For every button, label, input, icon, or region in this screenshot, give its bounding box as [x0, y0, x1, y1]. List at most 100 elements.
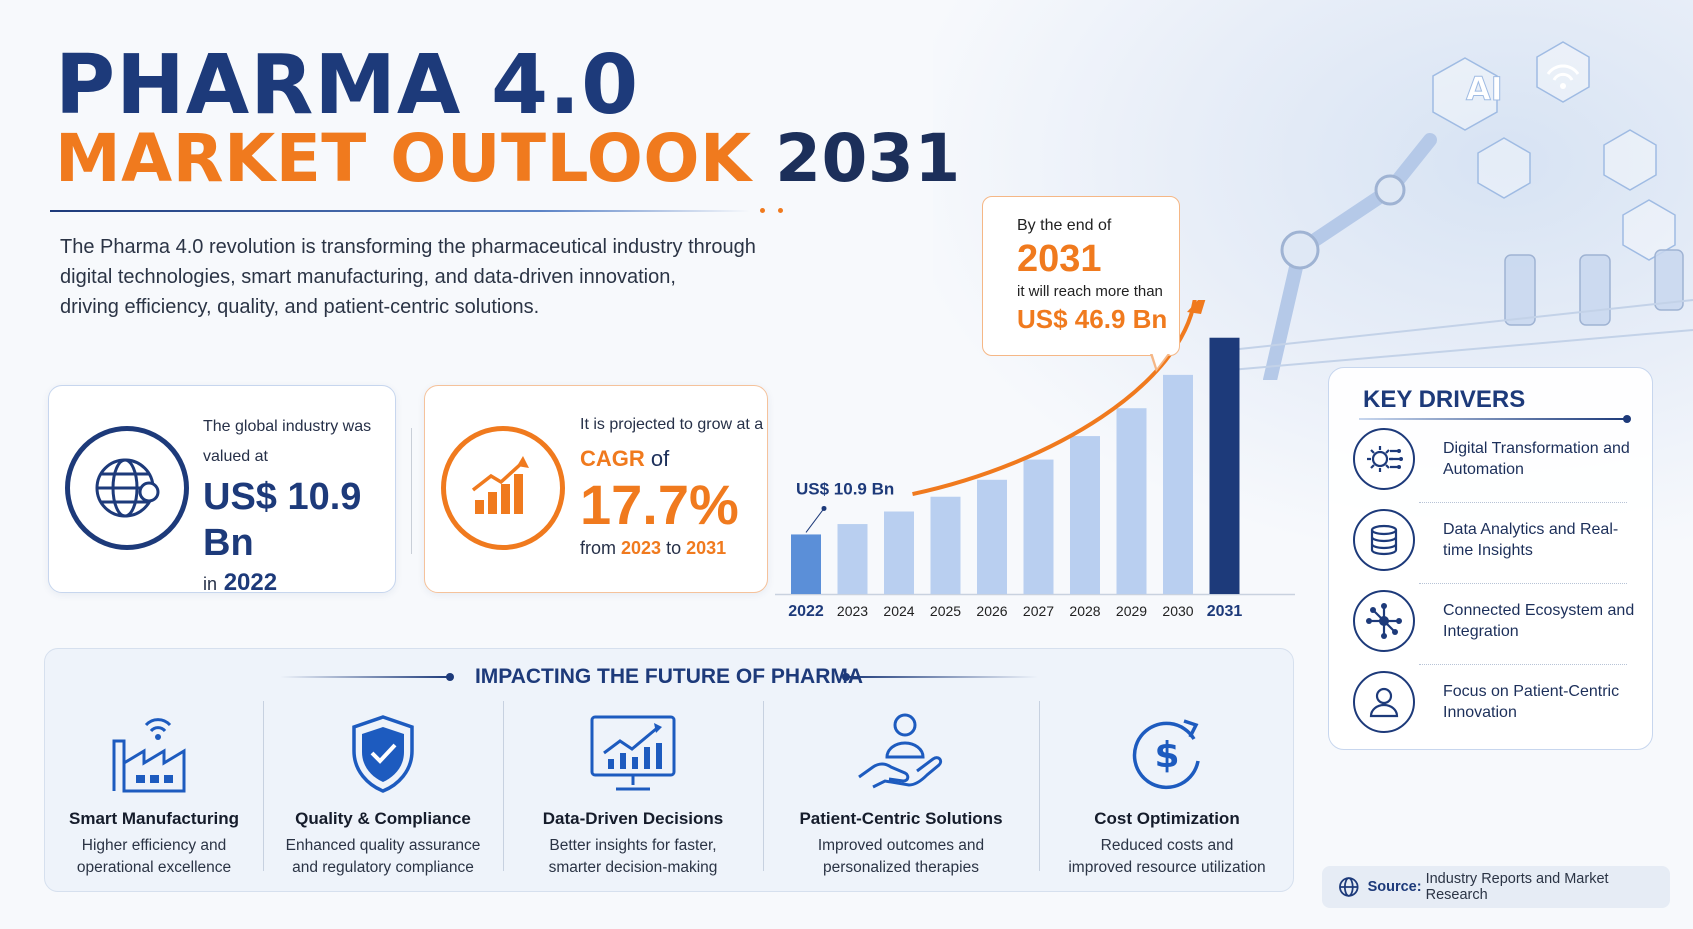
network-icon — [1353, 590, 1415, 652]
cagr-of: of — [650, 446, 670, 471]
cagr-to-year: 2031 — [686, 538, 727, 558]
impact-heading: Data-Driven Decisions — [542, 809, 724, 828]
impact-separator — [763, 701, 764, 871]
chart-tick-label: 2027 — [1023, 603, 1054, 619]
impact-desc-line: smarter decision-making — [548, 859, 718, 876]
ai-hex-icon: AI — [1466, 70, 1503, 108]
impact-desc-line: Better insights for faster, — [549, 837, 717, 854]
key-drivers-rule — [1359, 418, 1627, 420]
impact-item: Patient-Centric Solutions Improved outco… — [763, 711, 1039, 881]
forecast-callout: By the end of 2031 it will reach more th… — [982, 196, 1180, 356]
chart-tick-label: 2028 — [1069, 603, 1100, 619]
impact-description: Better insights for faster, smarter deci… — [503, 835, 763, 879]
impact-item: Data-Driven Decisions Better insights fo… — [503, 711, 763, 881]
cagr-label-line: CAGR of — [580, 446, 763, 472]
title-divider-dot — [778, 208, 783, 213]
tech-background-illustration: AI — [1229, 41, 1693, 380]
key-drivers-rule-dot — [1623, 415, 1631, 423]
impact-desc-line: improved resource utilization — [1068, 859, 1266, 876]
impact-separator — [263, 701, 264, 871]
cagr-line1: It is projected to grow at a — [580, 416, 764, 433]
callout-value: US$ 46.9 Bn — [1017, 304, 1168, 334]
chart-bar — [977, 479, 1007, 594]
cagr-to-word: to — [666, 538, 682, 558]
impact-desc-line: Enhanced quality assurance — [285, 837, 481, 854]
page-subtitle: MARKET OUTLOOK 2031 — [55, 120, 961, 197]
callout-line2: it will reach more than — [1017, 283, 1163, 300]
valuation-card: The global industry was valued at US$ 10… — [48, 385, 396, 596]
chart-tick-label: 2031 — [1207, 603, 1243, 620]
chart-tick-label: 2029 — [1116, 603, 1147, 619]
impact-rule-dot — [446, 673, 454, 681]
impact-separator — [1039, 701, 1040, 871]
valuation-year-value: 2022 — [223, 569, 278, 596]
impact-heading: Smart Manufacturing — [68, 809, 240, 828]
impact-desc-line: Improved outcomes and — [817, 837, 985, 854]
chart-bar — [1023, 459, 1054, 594]
key-driver-item: Data Analytics and Real-time Insights — [1353, 509, 1637, 583]
growth-arrow-head — [1187, 300, 1206, 314]
cagr-card: It is projected to grow at a CAGR of 17.… — [424, 385, 768, 593]
cagr-from-word: from — [580, 538, 616, 558]
subtitle-main: MARKET OUTLOOK — [55, 120, 752, 197]
callout-year: 2031 — [1017, 238, 1102, 280]
cagr-label: CAGR — [580, 446, 645, 471]
valuation-year: in 2022 — [203, 566, 395, 601]
monitor-chart-icon — [503, 711, 763, 797]
chart-bar — [930, 496, 961, 594]
shield-check-icon — [263, 711, 503, 797]
impact-desc-line: and regulatory compliance — [292, 859, 474, 876]
person-icon — [1353, 671, 1415, 733]
impact-title: IMPACTING THE FUTURE OF PHARMA — [474, 665, 864, 688]
data-label-leader — [805, 508, 825, 533]
growth-trend-arrow — [912, 300, 1197, 497]
chart-tick-label: 2023 — [837, 603, 868, 619]
key-driver-separator — [1419, 583, 1627, 584]
key-driver-label: Focus on Patient-Centric Innovation — [1443, 683, 1620, 721]
impact-section: IMPACTING THE FUTURE OF PHARMA Smart Man… — [44, 648, 1294, 892]
globe-icon — [1339, 877, 1359, 897]
intro-line: driving efficiency, quality, and patient… — [60, 296, 540, 318]
source-text: Industry Reports and Market Research — [1425, 871, 1609, 903]
chart-tick-label: 2025 — [930, 603, 961, 619]
key-driver-separator — [1419, 664, 1627, 665]
valuation-text: The global industry was valued at US$ 10… — [203, 412, 395, 601]
impact-desc-line: operational excellence — [76, 859, 232, 876]
chart-tick-label: 2030 — [1162, 603, 1193, 619]
cagr-text: It is projected to grow at a CAGR of 17.… — [580, 410, 763, 559]
page-title: PHARMA 4.0 — [55, 38, 640, 133]
hand-person-icon — [763, 711, 1039, 797]
title-divider — [50, 210, 750, 212]
chart-bar — [884, 511, 914, 594]
callout-line1: By the end of — [1017, 217, 1112, 234]
impact-separator — [503, 701, 504, 871]
title-divider-dot — [760, 208, 765, 213]
valuation-year-prefix: in — [203, 574, 218, 594]
key-drivers-title: KEY DRIVERS — [1363, 386, 1526, 413]
cagr-period: from 2023 to 2031 — [580, 538, 763, 559]
subtitle-year: 2031 — [775, 120, 961, 197]
impact-rule-left — [280, 676, 450, 678]
growth-chart-icon — [441, 426, 565, 550]
card-divider — [411, 428, 412, 554]
impact-item: $ Cost Optimization Reduced costs and im… — [1039, 711, 1295, 881]
impact-description: Reduced costs and improved resource util… — [1039, 835, 1295, 879]
chart-tick-label: 2024 — [883, 603, 914, 619]
impact-heading: Patient-Centric Solutions — [799, 809, 1003, 828]
key-driver-separator — [1419, 502, 1627, 503]
chart-bar — [1070, 436, 1100, 594]
chart-bar — [837, 524, 868, 594]
chart-tick-label: 2026 — [976, 603, 1007, 619]
key-driver-label: Connected Ecosystem and Integration — [1443, 602, 1635, 640]
factory-icon — [45, 711, 263, 797]
database-icon — [1353, 509, 1415, 571]
globe-icon — [65, 426, 189, 550]
svg-text:$: $ — [1154, 735, 1179, 776]
impact-rule-dot — [842, 673, 850, 681]
cagr-value: 17.7% — [580, 473, 739, 536]
callout-pointer-fill — [1152, 352, 1169, 368]
data-label-dot — [821, 505, 827, 511]
impact-desc-line: Higher efficiency and — [81, 837, 227, 854]
valuation-line1: The global industry was — [203, 418, 372, 435]
chart-bar — [1116, 408, 1147, 594]
